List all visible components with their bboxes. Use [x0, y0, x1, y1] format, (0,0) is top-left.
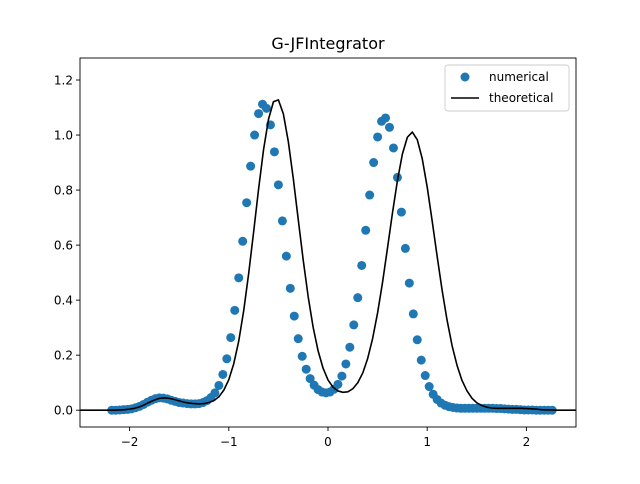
y-tick-label: 0.8: [54, 184, 73, 198]
data-point-numerical: [349, 320, 359, 330]
legend: numerical theoretical: [444, 64, 570, 112]
axes: −2 −1 0 1 2 0.0 0.2 0.4 0.6 0.8 1.0 1.2: [54, 57, 577, 449]
data-point-numerical: [285, 283, 295, 293]
data-point-numerical: [424, 382, 434, 392]
data-point-numerical: [305, 374, 315, 384]
data-point-numerical: [396, 207, 406, 217]
data-point-numerical: [230, 305, 240, 315]
data-point-numerical: [222, 354, 232, 364]
data-point-numerical: [420, 371, 430, 381]
data-point-numerical: [210, 388, 220, 398]
data-point-numerical: [388, 143, 398, 153]
data-point-numerical: [404, 278, 414, 288]
data-point-numerical: [242, 198, 252, 208]
data-point-numerical: [381, 113, 391, 123]
data-point-numerical: [297, 351, 307, 361]
data-point-numerical: [289, 311, 299, 321]
data-point-numerical: [337, 371, 347, 381]
data-point-numerical: [214, 380, 224, 390]
x-tick-label: 1: [423, 435, 431, 449]
y-tick-label: 0.2: [54, 349, 73, 363]
data-point-numerical: [416, 355, 426, 365]
data-point-numerical: [361, 225, 371, 235]
data-point-numerical: [246, 161, 256, 171]
data-point-numerical: [412, 335, 422, 345]
data-point-numerical: [234, 273, 244, 283]
data-point-numerical: [281, 251, 291, 261]
data-point-numerical: [238, 236, 248, 246]
data-point-numerical: [369, 158, 379, 168]
data-point-numerical: [373, 132, 383, 142]
data-point-numerical: [293, 334, 303, 344]
data-point-numerical: [365, 190, 375, 200]
data-point-numerical: [341, 359, 351, 369]
data-point-numerical: [218, 369, 228, 379]
y-tick-label: 1.2: [54, 74, 73, 88]
x-tick-label: −2: [121, 435, 139, 449]
y-tick-label: 0.6: [54, 239, 73, 253]
legend-label-theoretical: theoretical: [489, 91, 553, 105]
data-point-numerical: [385, 122, 394, 132]
x-tick-label: −1: [220, 435, 238, 449]
data-point-numerical: [357, 260, 367, 270]
data-point-numerical: [277, 216, 287, 226]
series-line-theoretical: [80, 99, 576, 412]
x-tick-label: 0: [324, 435, 332, 449]
data-point-numerical: [345, 342, 355, 352]
data-point-numerical: [333, 379, 343, 389]
data-point-numerical: [273, 180, 283, 190]
data-point-numerical: [408, 309, 418, 319]
data-point-numerical: [301, 364, 311, 374]
legend-label-numerical: numerical: [489, 70, 549, 84]
legend-box: [444, 64, 570, 112]
y-tick-label: 1.0: [54, 129, 73, 143]
y-tick-label: 0.4: [54, 294, 73, 308]
y-tick-label: 0.0: [54, 404, 73, 418]
data-point-numerical: [250, 130, 260, 140]
x-tick-label: 2: [523, 435, 531, 449]
data-point-numerical: [262, 103, 271, 113]
data-point-numerical: [400, 243, 410, 253]
plot-area: [80, 99, 576, 415]
data-point-numerical: [254, 109, 264, 119]
data-point-numerical: [226, 333, 236, 343]
data-point-numerical: [269, 147, 279, 157]
legend-marker-numerical: [460, 72, 470, 82]
chart-title: G-JFIntegrator: [271, 34, 385, 53]
data-point-numerical: [353, 293, 363, 303]
